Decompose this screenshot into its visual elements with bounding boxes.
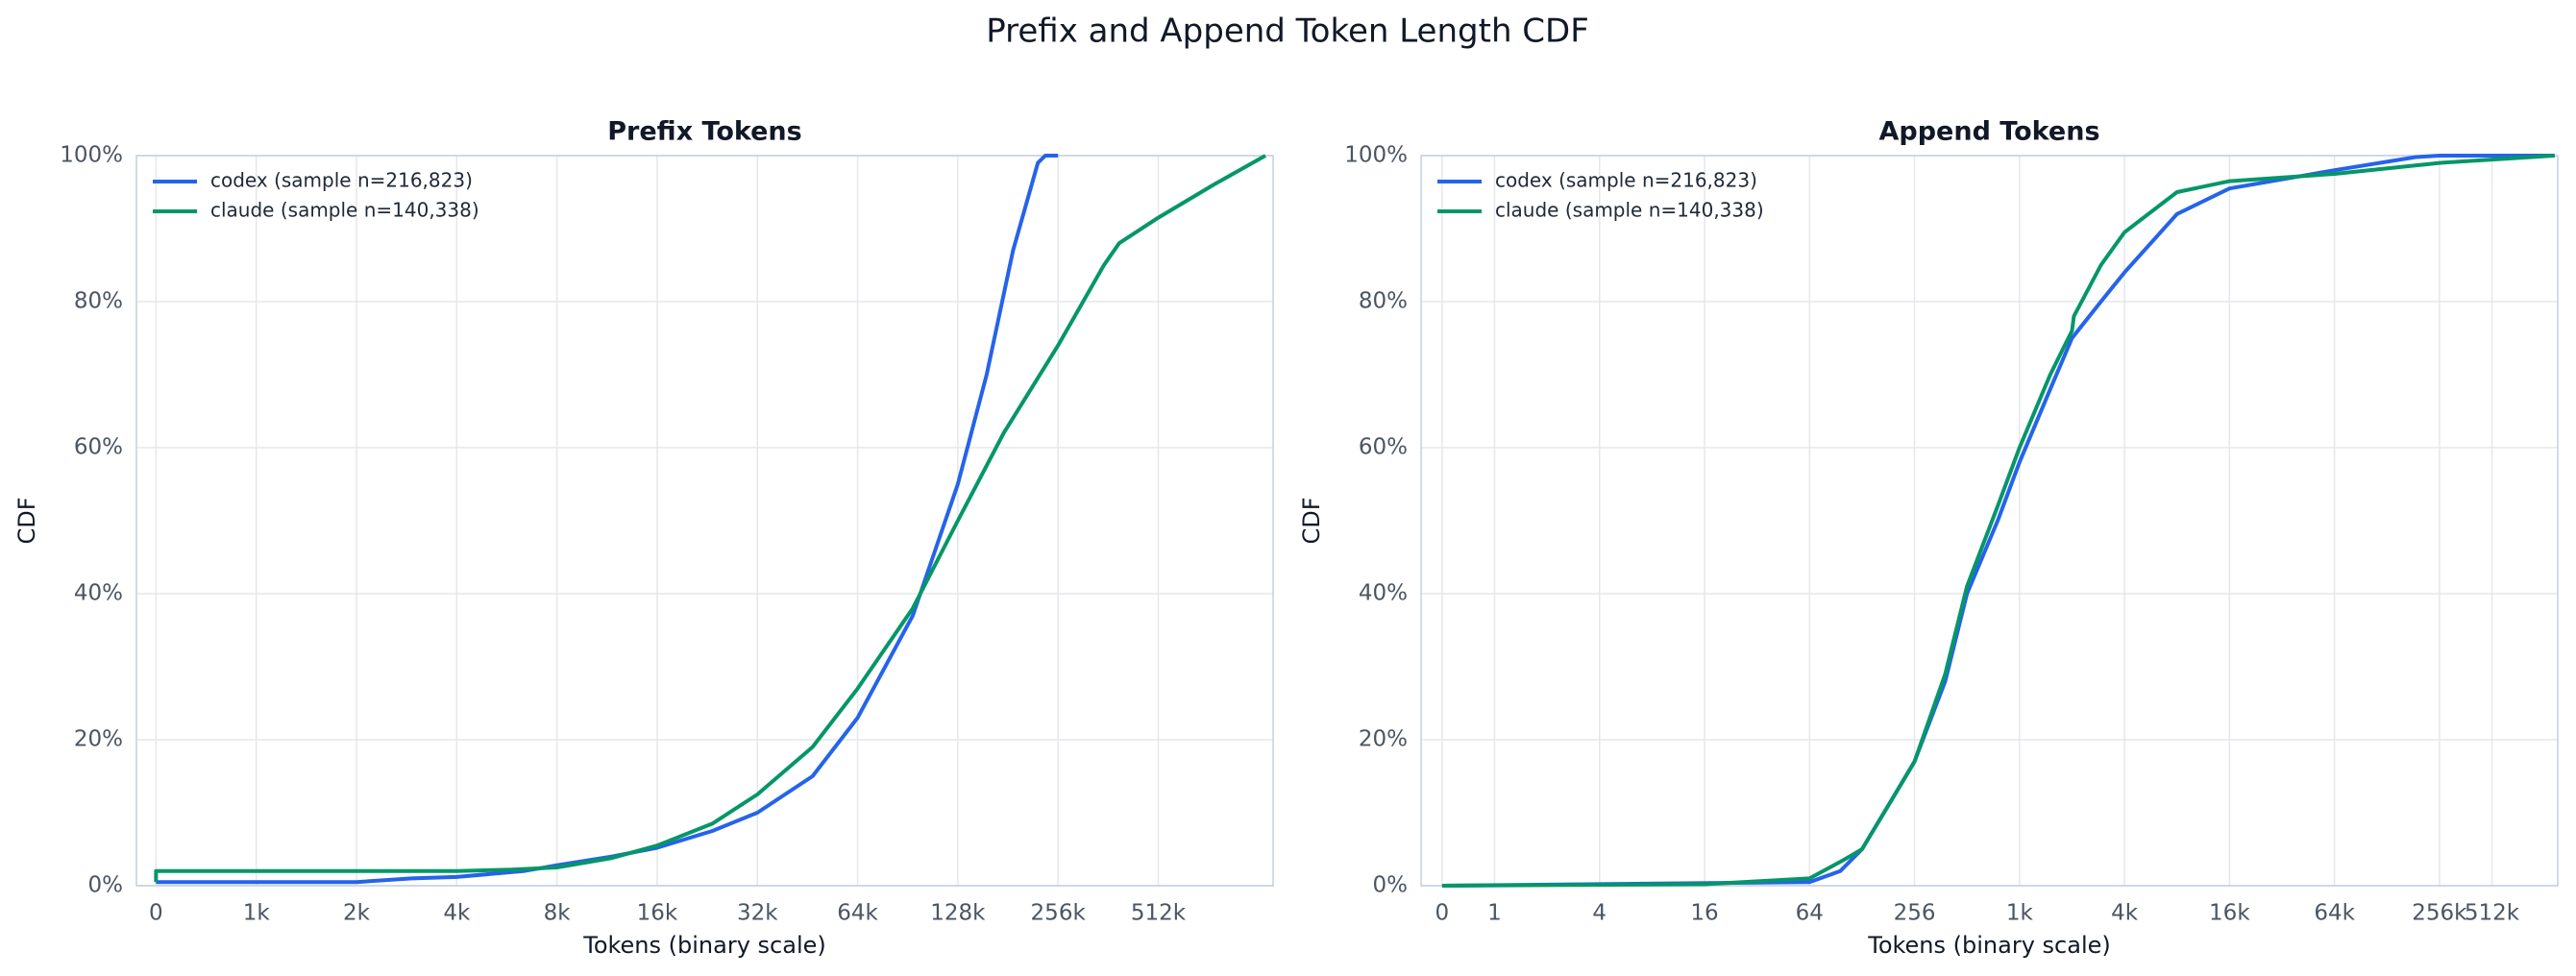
y-tick-label: 0% [88,873,124,898]
y-axis-label: CDF [1298,497,1325,544]
y-tick-label: 80% [1359,289,1408,314]
x-tick-label: 0 [149,901,163,926]
x-tick-label: 2k [343,901,371,926]
x-tick-label: 32k [737,901,778,926]
x-tick-label: 128k [930,901,986,926]
y-tick-label: 100% [60,143,123,168]
legend-label: codex (sample n=216,823) [210,169,473,192]
x-tick-label: 64k [2314,901,2355,926]
x-tick-label: 256k [1031,901,1087,926]
plot-frame [135,155,1274,887]
legend-label: codex (sample n=216,823) [1495,169,1757,192]
y-tick-label: 60% [1359,435,1408,460]
subplot-title: Append Tokens [1878,117,2099,147]
y-tick-label: 20% [1359,727,1408,752]
legend-label: claude (sample n=140,338) [210,199,479,222]
x-axis-label: Tokens (binary scale) [1867,932,2111,959]
legend-label: claude (sample n=140,338) [1495,199,1764,222]
x-tick-label: 8k [544,901,572,926]
x-tick-label: 256k [2412,901,2467,926]
y-tick-label: 100% [1344,143,1408,168]
y-tick-label: 80% [74,289,123,314]
x-tick-label: 0 [1435,901,1450,926]
x-axis-label: Tokens (binary scale) [582,932,826,959]
x-tick-label: 256 [1894,901,1936,926]
y-tick-label: 20% [74,727,123,752]
x-tick-label: 4 [1592,901,1607,926]
y-tick-label: 40% [1359,581,1408,606]
x-tick-label: 1 [1487,901,1502,926]
y-tick-label: 0% [1373,873,1409,898]
x-tick-label: 4k [2111,901,2139,926]
cdf-line [1441,154,2555,888]
cdf-line [154,154,1266,883]
figure-title: Prefix and Append Token Length CDF [986,12,1589,51]
x-tick-label: 64 [1796,901,1824,926]
x-tick-label: 512k [2465,901,2520,926]
x-tick-label: 16k [2209,901,2250,926]
x-tick-label: 4k [443,901,471,926]
plot-frame [1420,155,2559,887]
y-tick-label: 60% [74,435,123,460]
subplot-title: Prefix Tokens [607,117,801,147]
y-tick-label: 40% [74,581,123,606]
x-tick-label: 1k [2006,901,2034,926]
y-axis-label: CDF [13,497,40,544]
x-tick-label: 64k [837,901,878,926]
x-tick-label: 512k [1131,901,1187,926]
x-tick-label: 16k [637,901,678,926]
x-tick-label: 16 [1690,901,1718,926]
x-tick-label: 1k [243,901,271,926]
cdf-line [156,154,1059,885]
cdf-line [1441,154,2555,888]
